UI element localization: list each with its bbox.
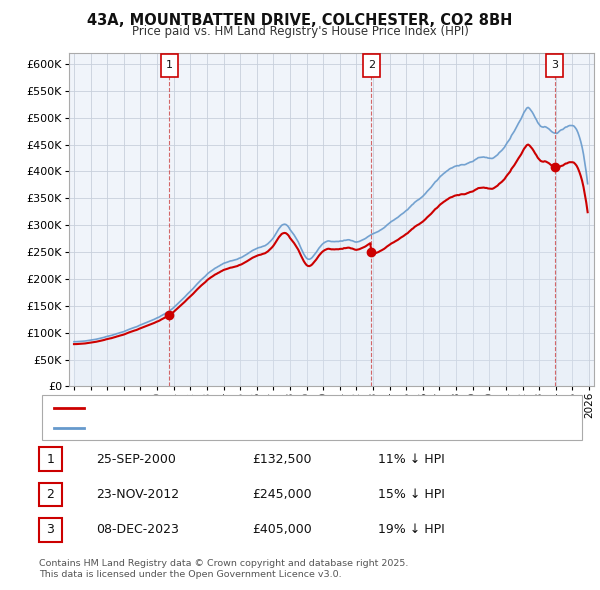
Text: 1: 1 xyxy=(166,61,173,70)
Text: £405,000: £405,000 xyxy=(252,523,312,536)
Text: £132,500: £132,500 xyxy=(252,453,311,466)
Text: Contains HM Land Registry data © Crown copyright and database right 2025.
This d: Contains HM Land Registry data © Crown c… xyxy=(39,559,409,579)
Text: 15% ↓ HPI: 15% ↓ HPI xyxy=(378,488,445,501)
Text: 2: 2 xyxy=(368,61,375,70)
Text: 2: 2 xyxy=(46,488,55,501)
Text: 11% ↓ HPI: 11% ↓ HPI xyxy=(378,453,445,466)
Text: 43A, MOUNTBATTEN DRIVE, COLCHESTER, CO2 8BH: 43A, MOUNTBATTEN DRIVE, COLCHESTER, CO2 … xyxy=(88,13,512,28)
Text: 25-SEP-2000: 25-SEP-2000 xyxy=(96,453,176,466)
Text: 08-DEC-2023: 08-DEC-2023 xyxy=(96,523,179,536)
Text: 19% ↓ HPI: 19% ↓ HPI xyxy=(378,523,445,536)
Text: 43A, MOUNTBATTEN DRIVE, COLCHESTER, CO2 8BH (detached house): 43A, MOUNTBATTEN DRIVE, COLCHESTER, CO2 … xyxy=(87,403,471,412)
Text: Price paid vs. HM Land Registry's House Price Index (HPI): Price paid vs. HM Land Registry's House … xyxy=(131,25,469,38)
Text: 3: 3 xyxy=(46,523,55,536)
Text: £245,000: £245,000 xyxy=(252,488,311,501)
Text: HPI: Average price, detached house, Colchester: HPI: Average price, detached house, Colc… xyxy=(87,424,347,434)
Text: 1: 1 xyxy=(46,453,55,466)
Text: 3: 3 xyxy=(551,61,558,70)
Text: 23-NOV-2012: 23-NOV-2012 xyxy=(96,488,179,501)
